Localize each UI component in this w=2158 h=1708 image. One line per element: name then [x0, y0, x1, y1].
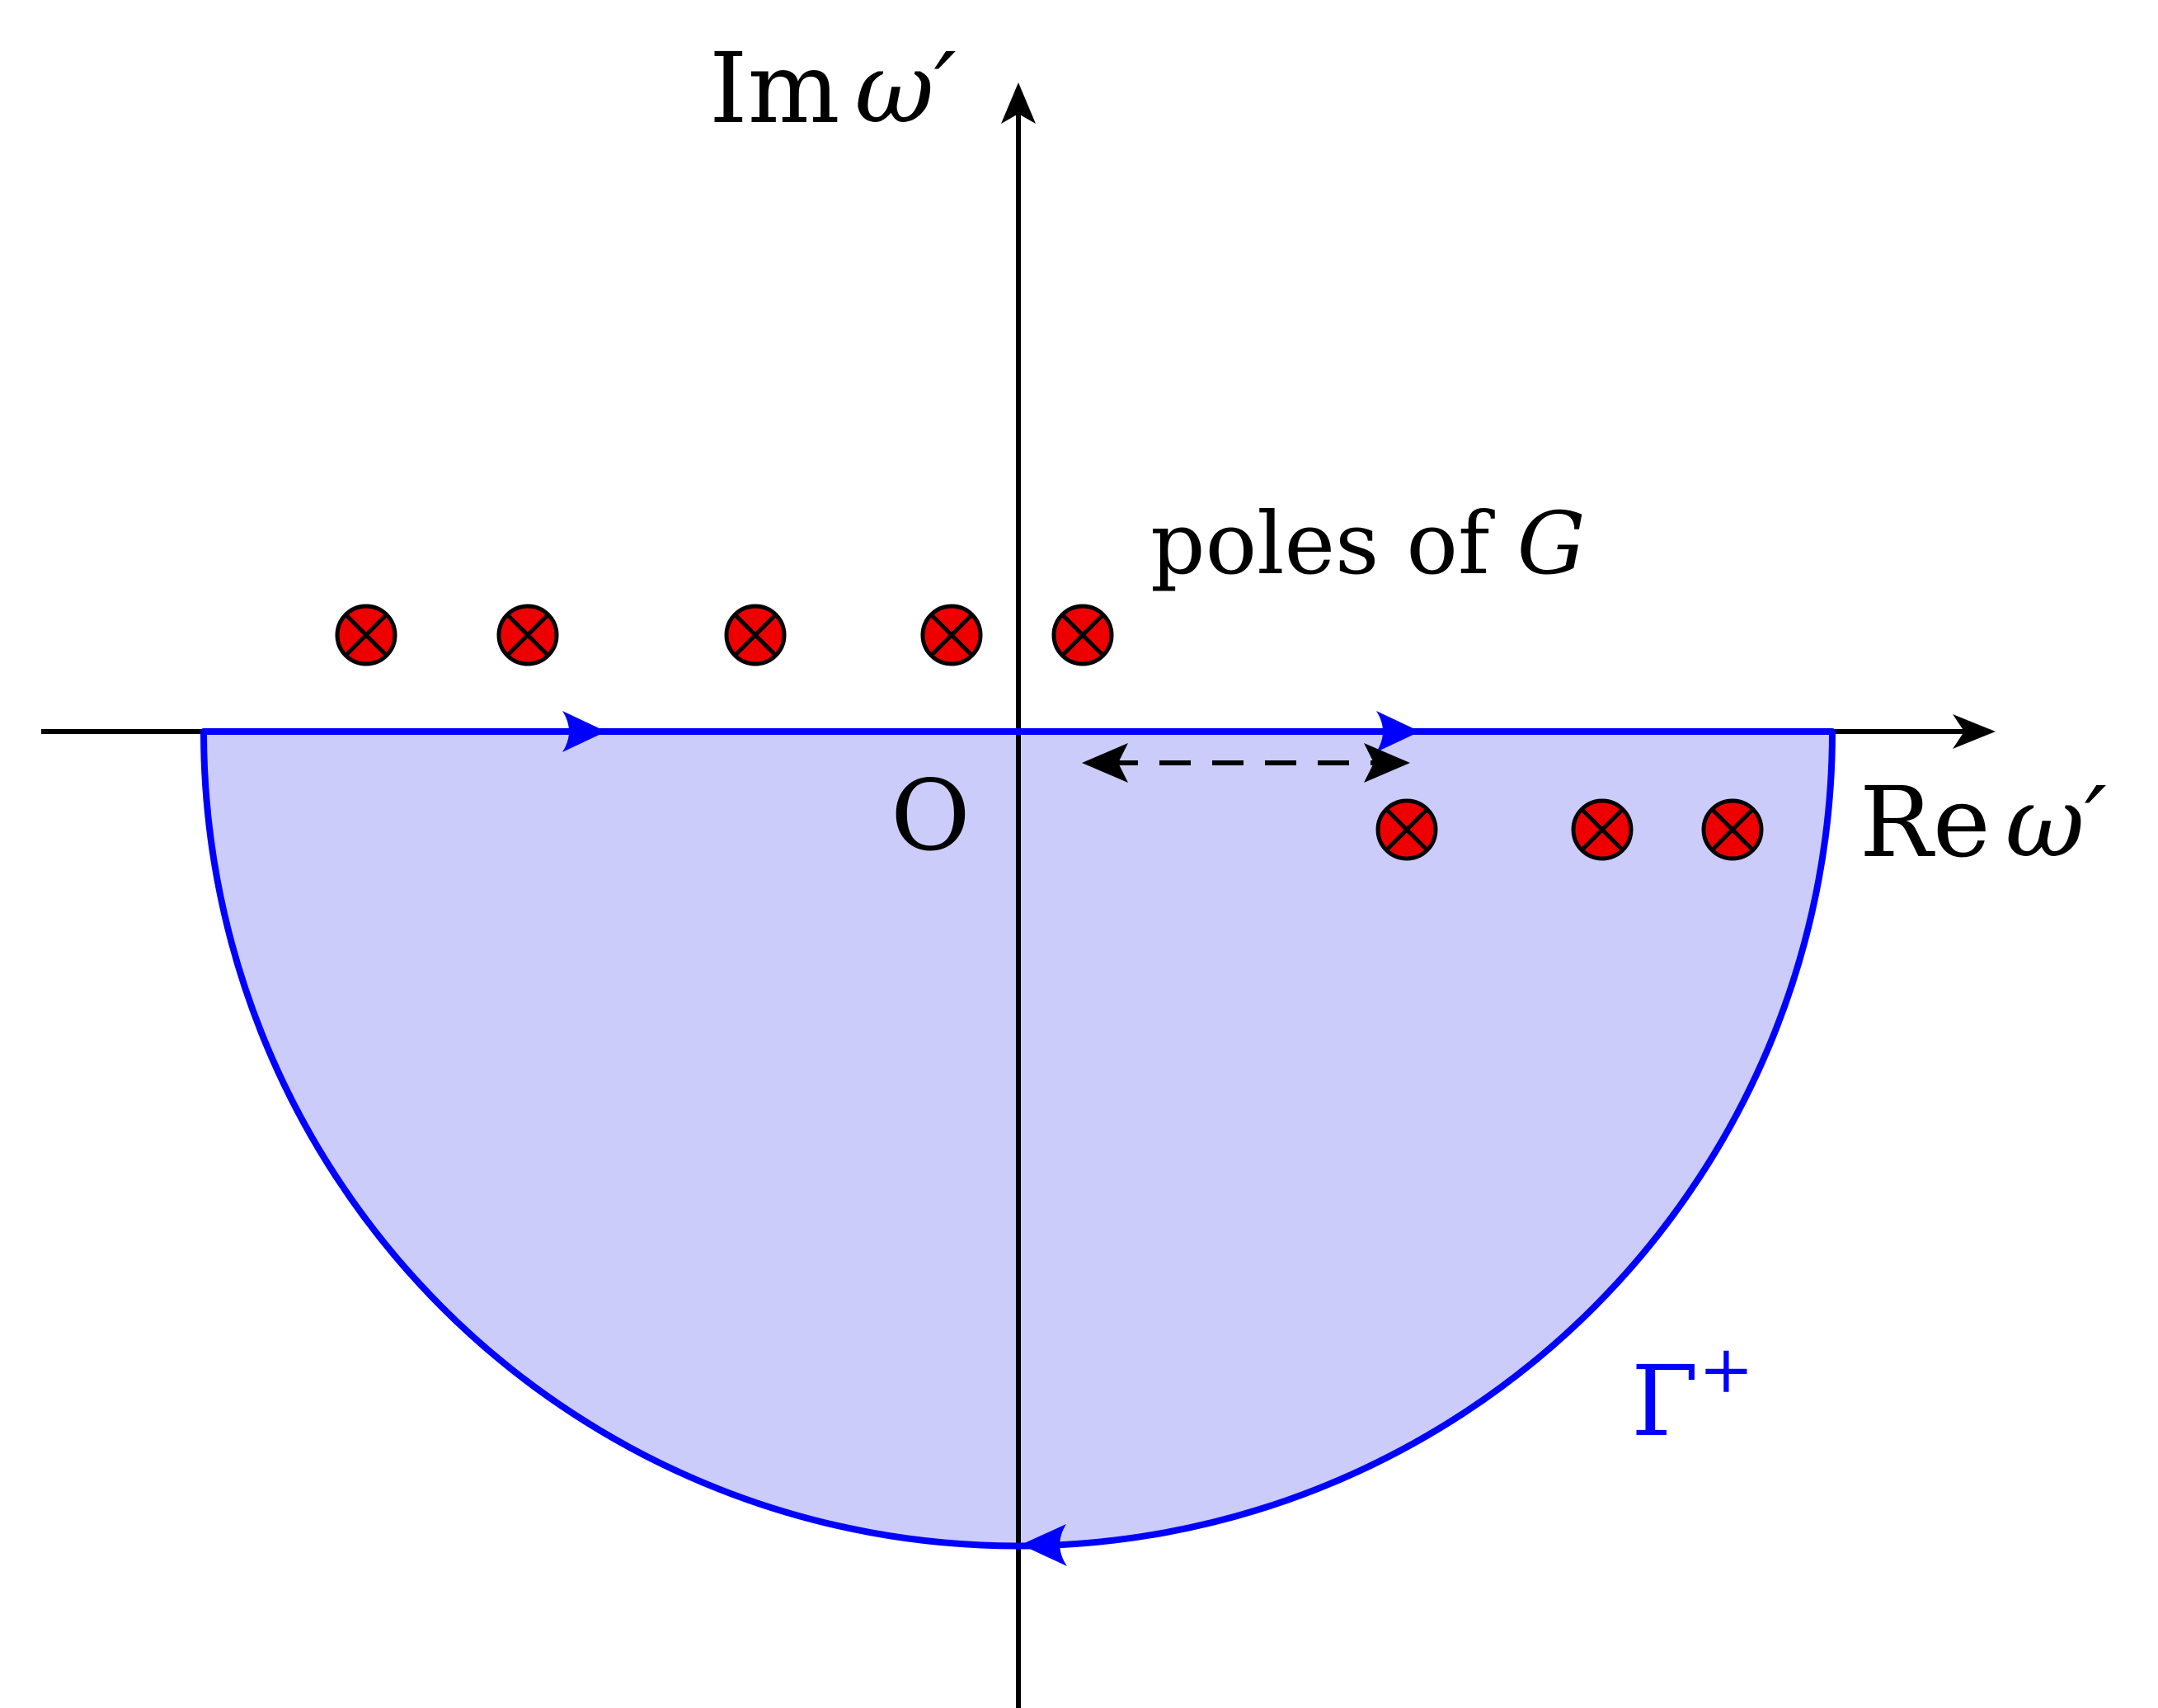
contour-arrow-bottom-icon	[1021, 1524, 1067, 1566]
imaginary-axis-label: Im ω′	[709, 31, 957, 145]
pole-marker-icon	[1051, 604, 1114, 666]
real-axis-label: Re ω′	[1859, 765, 2107, 879]
pole-marker-icon	[1701, 798, 1764, 861]
pole-marker-icon	[1375, 798, 1438, 861]
pole-marker-icon	[1571, 798, 1634, 861]
contour-arrow-left-icon	[562, 711, 606, 752]
pole-marker-icon	[724, 604, 787, 666]
shift-arrow-right-icon	[1364, 743, 1410, 783]
imaginary-axis-arrowhead-icon	[1001, 82, 1036, 124]
pole-marker-icon	[335, 604, 397, 666]
origin-label: O	[891, 759, 971, 873]
contour-arrow-right-icon	[1376, 711, 1420, 752]
pole-marker-icon	[920, 604, 983, 666]
contour-label: Γ+	[1631, 1331, 1754, 1458]
real-axis-arrowhead-icon	[1953, 714, 1996, 749]
poles-label: poles of G	[1150, 493, 1586, 594]
pole-marker-icon	[496, 604, 559, 666]
shift-arrow-left-icon	[1082, 743, 1128, 783]
